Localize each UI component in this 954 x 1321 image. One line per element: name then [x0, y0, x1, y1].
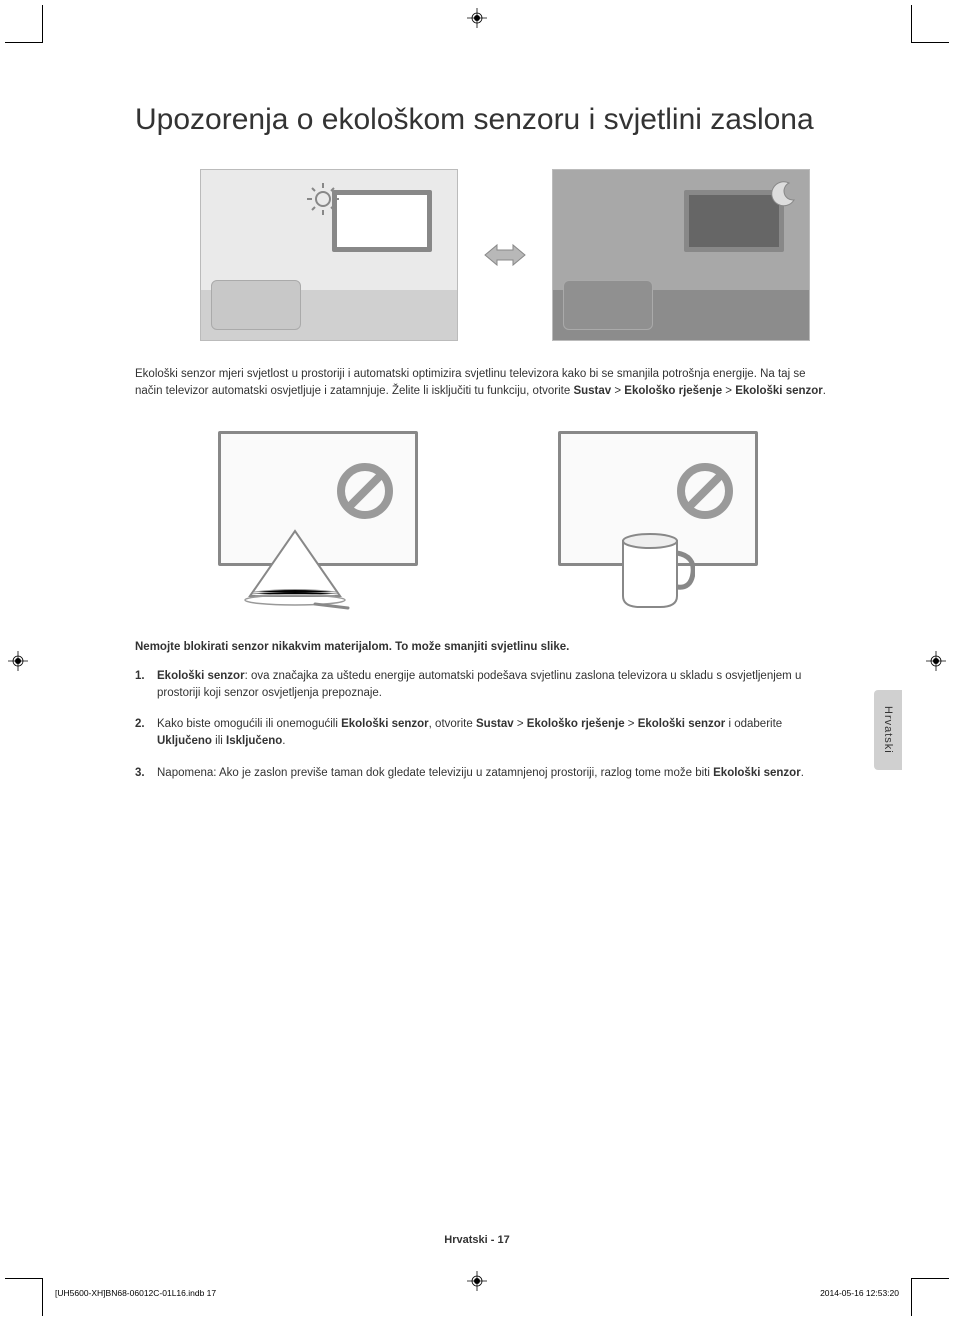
sun-icon	[306, 182, 340, 216]
crop-mark	[42, 5, 43, 43]
instruction-list: Ekološki senzor: ova značajka za uštedu …	[135, 668, 835, 782]
warning-text: Nemojte blokirati senzor nikakvim materi…	[135, 641, 835, 653]
menu-path-bold: Ekološko rješenje	[624, 385, 722, 397]
text: .	[801, 767, 804, 779]
crop-mark	[911, 1278, 949, 1279]
text: >	[625, 718, 638, 730]
page-title: Upozorenja o ekološkom senzoru i svjetli…	[135, 100, 835, 139]
moon-icon	[769, 180, 797, 208]
registration-mark-icon	[8, 651, 28, 671]
bold-term: Uključeno	[157, 735, 212, 747]
crop-mark	[911, 5, 912, 43]
bold-term: Ekološko rješenje	[527, 718, 625, 730]
footer-date: 2014-05-16	[820, 1288, 866, 1298]
blocked-scene-mug	[530, 431, 780, 611]
sensor-blocked-illustration	[175, 431, 795, 611]
crop-mark	[911, 42, 949, 43]
room-scene-night	[552, 169, 810, 341]
text: >	[722, 385, 735, 397]
page-footer-center: Hrvatski - 17	[444, 1234, 509, 1246]
text: i odaberite	[725, 718, 782, 730]
bold-term: Isključeno	[226, 735, 282, 747]
crop-mark	[42, 1278, 43, 1316]
prohibit-icon	[335, 461, 395, 521]
text: .	[282, 735, 285, 747]
blocked-scene-notebook	[190, 431, 440, 611]
registration-mark-icon	[467, 8, 487, 28]
language-tab-label: Hrvatski	[882, 706, 894, 754]
text: : ova značajka za uštedu energije automa…	[157, 670, 801, 699]
list-item: Kako biste omogućili ili onemogućili Eko…	[135, 716, 835, 751]
text: Kako biste omogućili ili onemogućili	[157, 718, 341, 730]
menu-path-bold: Ekološki senzor	[735, 385, 823, 397]
notebook-icon	[240, 526, 350, 611]
text: , otvorite	[429, 718, 476, 730]
bold-term: Sustav	[476, 718, 514, 730]
eco-sensor-illustration	[175, 169, 835, 341]
text: >	[611, 385, 624, 397]
page-footer-left: [UH5600-XH]BN68-06012C-01L16.indb 17	[55, 1288, 216, 1298]
list-item: Ekološki senzor: ova značajka za uštedu …	[135, 668, 835, 703]
bold-term: Ekološki senzor	[341, 718, 429, 730]
language-tab: Hrvatski	[874, 690, 902, 770]
bold-term: Ekološki senzor	[157, 670, 245, 682]
text: Napomena: Ako je zaslon previše taman do…	[157, 767, 713, 779]
room-scene-day	[200, 169, 458, 341]
description-paragraph: Ekološki senzor mjeri svjetlost u prosto…	[135, 366, 835, 401]
menu-path-bold: Sustav	[573, 385, 611, 397]
registration-mark-icon	[926, 651, 946, 671]
double-arrow-icon	[483, 240, 527, 270]
crop-mark	[5, 1278, 43, 1279]
text: .	[823, 385, 826, 397]
text: >	[514, 718, 527, 730]
text: ili	[212, 735, 226, 747]
page-body: Upozorenja o ekološkom senzoru i svjetli…	[135, 100, 835, 796]
page-footer-right: 2014-05-16 12:53:20	[820, 1288, 899, 1298]
bold-term: Ekološki senzor	[713, 767, 801, 779]
crop-mark	[5, 42, 43, 43]
crop-mark	[911, 1278, 912, 1316]
mug-icon	[605, 521, 695, 611]
bold-term: Ekološki senzor	[638, 718, 726, 730]
registration-mark-icon	[467, 1271, 487, 1291]
list-item: Napomena: Ako je zaslon previše taman do…	[135, 765, 835, 782]
prohibit-icon	[675, 461, 735, 521]
footer-time: 12:53:20	[866, 1288, 899, 1298]
